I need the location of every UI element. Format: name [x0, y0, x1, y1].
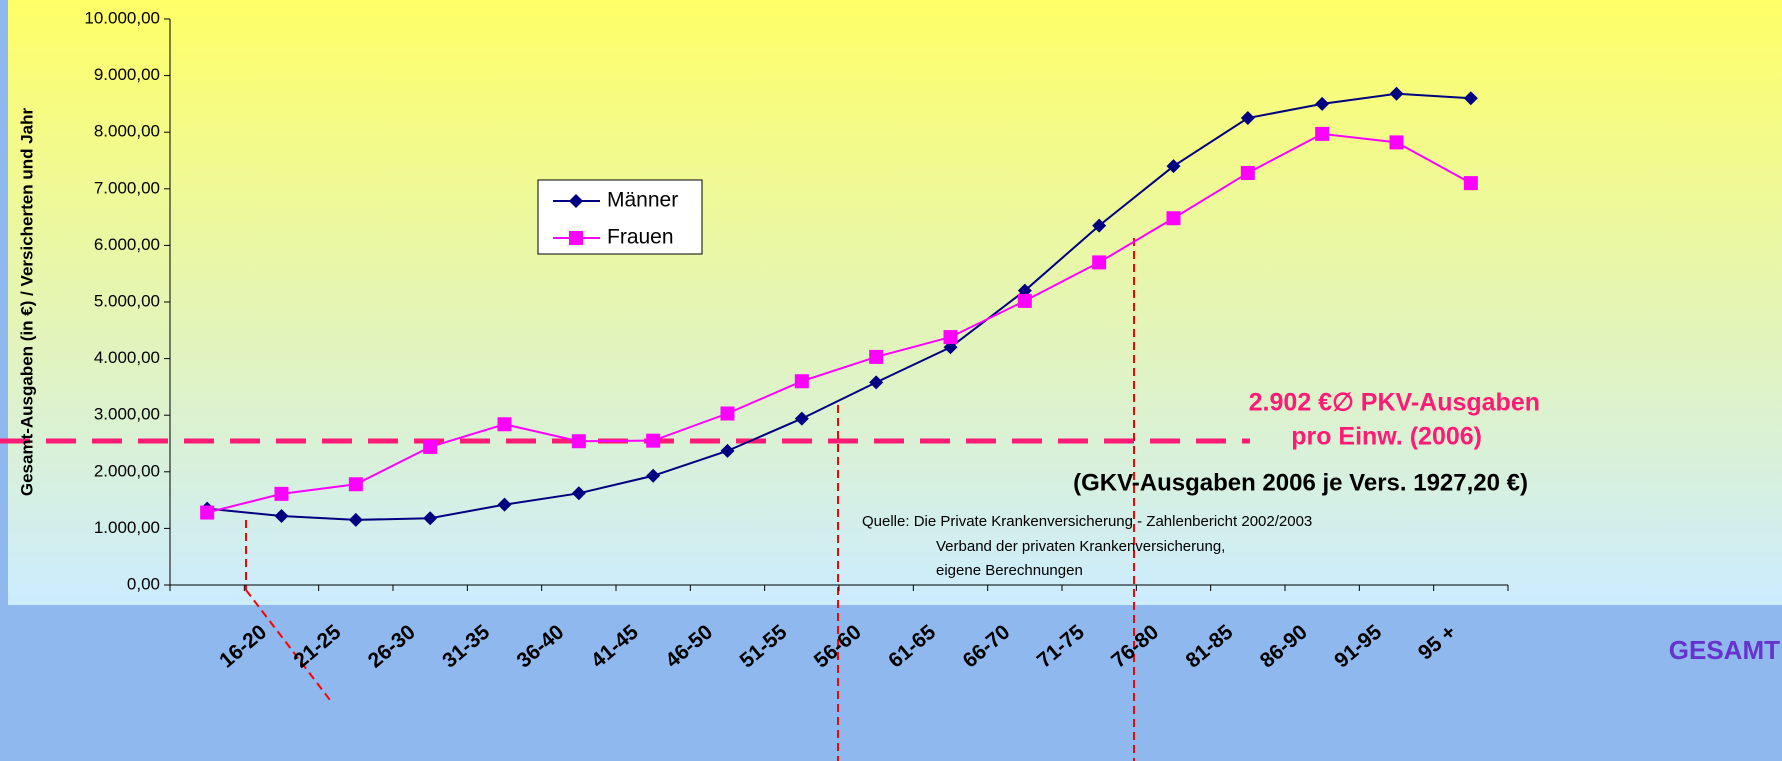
y-axis-label: Gesamt-Ausgaben (in €) / Versicherten un…	[17, 107, 36, 496]
point	[1315, 96, 1330, 111]
point	[1463, 91, 1478, 106]
point	[497, 497, 512, 512]
point	[1315, 126, 1330, 141]
point	[1240, 165, 1255, 180]
source: Quelle: Die Private Krankenversicherung …	[862, 513, 1312, 530]
point	[571, 434, 586, 449]
point	[646, 433, 661, 448]
point	[869, 375, 884, 390]
y-tick-label: 4.000,00	[94, 348, 160, 367]
point	[423, 511, 438, 526]
x-tick-label: GESAMT	[1669, 635, 1780, 665]
point	[720, 406, 735, 421]
point	[348, 512, 363, 527]
point	[571, 486, 586, 501]
y-tick-label: 1.000,00	[94, 518, 160, 537]
point	[1166, 159, 1181, 174]
legend-box	[537, 179, 703, 255]
line	[206, 132, 1472, 514]
annotation: (GKV-Ausgaben 2006 je Vers. 1927,20 €)	[1073, 469, 1528, 496]
line	[207, 92, 1471, 521]
chart-area	[8, 0, 1782, 605]
source: Verband der privaten Krankenversicherung…	[936, 538, 1225, 555]
y-tick-label: 8.000,00	[94, 122, 160, 141]
point	[1092, 255, 1107, 270]
point	[794, 411, 809, 426]
legend-label: Frauen	[607, 226, 674, 249]
point	[274, 486, 289, 501]
point	[1092, 218, 1107, 233]
y-tick-label: 6.000,00	[94, 235, 160, 254]
point	[423, 439, 438, 454]
y-tick-label: 10.000,00	[84, 8, 160, 27]
point	[720, 443, 735, 458]
legend	[537, 179, 703, 255]
point	[943, 330, 958, 345]
point	[1017, 293, 1032, 308]
point	[1166, 211, 1181, 226]
annotation: pro Einw. (2006)	[1291, 423, 1482, 451]
y-tick-label: 2.000,00	[94, 461, 160, 480]
point	[200, 505, 215, 520]
y-tick-label: 0,00	[127, 574, 160, 593]
y-tick-label: 3.000,00	[94, 405, 160, 424]
y-tick-label: 9.000,00	[94, 65, 160, 84]
y-tick-label: 7.000,00	[94, 178, 160, 197]
source: eigene Berechnungen	[936, 562, 1083, 579]
point	[794, 374, 809, 389]
point	[274, 508, 289, 523]
legend-marker	[569, 194, 583, 208]
point	[1389, 86, 1404, 101]
point	[646, 468, 661, 483]
point	[1463, 176, 1478, 191]
marker-line	[245, 589, 331, 701]
point	[1389, 135, 1404, 150]
y-tick-label: 5.000,00	[94, 291, 160, 310]
legend-marker	[569, 231, 583, 245]
point	[348, 477, 363, 492]
point	[1240, 111, 1255, 126]
annotation: 2.902 €∅ PKV-Ausgaben	[1249, 389, 1540, 417]
point	[497, 417, 512, 432]
legend-label: Männer	[607, 189, 678, 212]
point	[869, 349, 884, 364]
